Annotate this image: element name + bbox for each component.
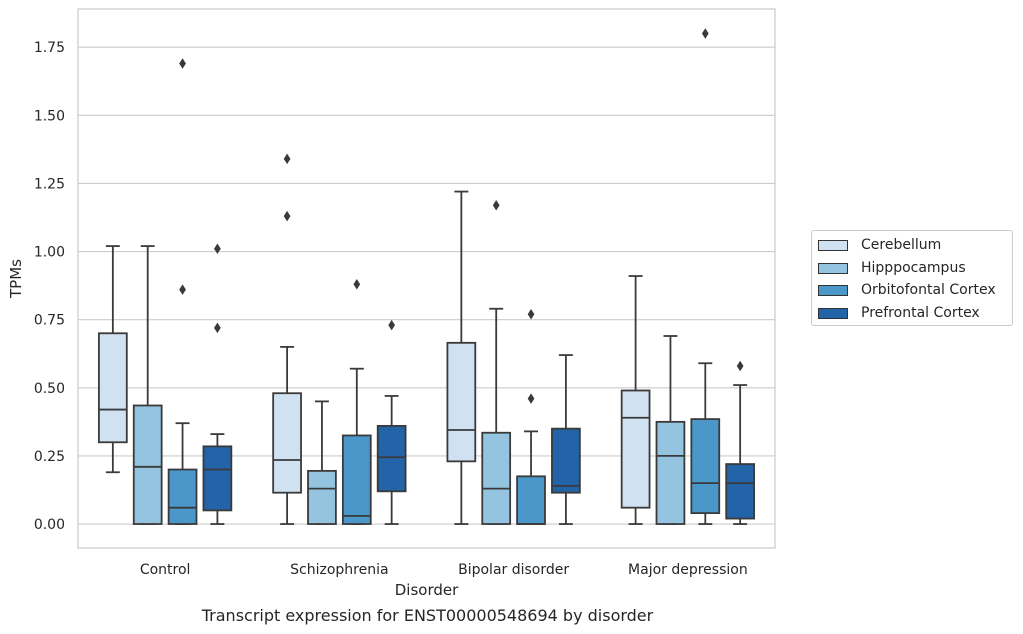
box-cerebellum-0 bbox=[98, 245, 128, 474]
box-hipppocampus-1 bbox=[307, 400, 337, 525]
outlier-point bbox=[492, 199, 500, 211]
legend-swatch-cerebellum bbox=[818, 239, 848, 251]
x-tick-label: Major depression bbox=[628, 562, 748, 578]
outlier-point bbox=[701, 28, 709, 39]
x-tick-label: Bipolar disorder bbox=[458, 562, 569, 578]
box-prefrontal-cortex-3 bbox=[725, 360, 755, 525]
outlier-point bbox=[736, 360, 744, 372]
box-body bbox=[167, 468, 198, 525]
legend-item-cerebellum: Cerebellum bbox=[818, 235, 941, 255]
legend-item-orbitofrontal: Orbitofontal Cortex bbox=[818, 280, 996, 300]
outlier-point bbox=[179, 284, 186, 295]
box-body bbox=[98, 332, 128, 444]
box-prefrontal-cortex-2 bbox=[551, 354, 581, 525]
box-body bbox=[516, 475, 546, 525]
box-orbitofontal-cortex-3 bbox=[690, 28, 721, 525]
box-orbitofontal-cortex-0 bbox=[167, 58, 198, 525]
box-body bbox=[620, 389, 651, 509]
chart-caption: Transcript expression for ENST0000054869… bbox=[201, 606, 654, 625]
y-tick-label: 1.75 bbox=[34, 40, 65, 56]
box-body bbox=[341, 434, 372, 525]
outlier-point bbox=[214, 243, 221, 255]
y-tick-label: 0.00 bbox=[34, 517, 65, 533]
box-body bbox=[655, 420, 686, 525]
legend-label-orbitofrontal: Orbitofontal Cortex bbox=[861, 282, 996, 298]
outlier-point bbox=[527, 308, 535, 320]
legend-swatch-prefrontal bbox=[818, 307, 848, 319]
box-body bbox=[725, 463, 755, 520]
y-tick-label: 1.00 bbox=[34, 245, 65, 261]
box-body bbox=[376, 425, 407, 493]
legend-swatch-hippocampus bbox=[818, 262, 848, 274]
box-cerebellum-2 bbox=[446, 190, 477, 525]
box-body bbox=[132, 404, 163, 525]
legend-label-hippocampus: Hipppocampus bbox=[861, 260, 966, 276]
box-body bbox=[272, 392, 302, 494]
outlier-point bbox=[353, 278, 361, 290]
outlier-point bbox=[283, 210, 291, 222]
outlier-point bbox=[179, 58, 186, 69]
legend-label-cerebellum: Cerebellum bbox=[861, 237, 942, 253]
box-body bbox=[446, 341, 477, 463]
x-tick-label: Schizophrenia bbox=[290, 562, 388, 578]
box-cerebellum-1 bbox=[272, 153, 302, 525]
y-axis-label: TPMs bbox=[7, 259, 25, 299]
box-prefrontal-cortex-0 bbox=[202, 243, 233, 525]
box-hipppocampus-2 bbox=[481, 199, 512, 525]
y-tick-label: 0.75 bbox=[34, 313, 65, 329]
box-body bbox=[690, 418, 721, 515]
box-hipppocampus-0 bbox=[132, 245, 163, 525]
outlier-point bbox=[388, 319, 396, 331]
y-tick-label: 1.25 bbox=[34, 176, 65, 192]
chart-legend: Cerebellum Hipppocampus Orbitofontal Cor… bbox=[811, 230, 1013, 326]
y-tick-label: 0.50 bbox=[34, 381, 65, 397]
box-orbitofontal-cortex-1 bbox=[341, 278, 372, 525]
box-prefrontal-cortex-1 bbox=[376, 319, 407, 525]
box-body bbox=[202, 445, 233, 512]
legend-item-hippocampus: Hipppocampus bbox=[818, 258, 966, 278]
x-tick-label: Control bbox=[140, 562, 191, 578]
box-orbitofontal-cortex-2 bbox=[516, 308, 546, 525]
legend-item-prefrontal: Prefrontal Cortex bbox=[818, 303, 980, 323]
x-axis-label: Disorder bbox=[395, 581, 459, 599]
outlier-point bbox=[527, 393, 535, 404]
y-tick-label: 0.25 bbox=[34, 449, 65, 465]
legend-label-prefrontal: Prefrontal Cortex bbox=[861, 305, 980, 321]
y-tick-label: 1.50 bbox=[34, 108, 65, 124]
box-body bbox=[481, 431, 512, 525]
outlier-point bbox=[283, 153, 291, 165]
legend-swatch-orbitofrontal bbox=[818, 284, 848, 296]
box-cerebellum-3 bbox=[620, 275, 651, 525]
box-body bbox=[307, 469, 337, 525]
box-body bbox=[551, 427, 581, 494]
box-hipppocampus-3 bbox=[655, 335, 686, 525]
outlier-point bbox=[214, 322, 221, 334]
